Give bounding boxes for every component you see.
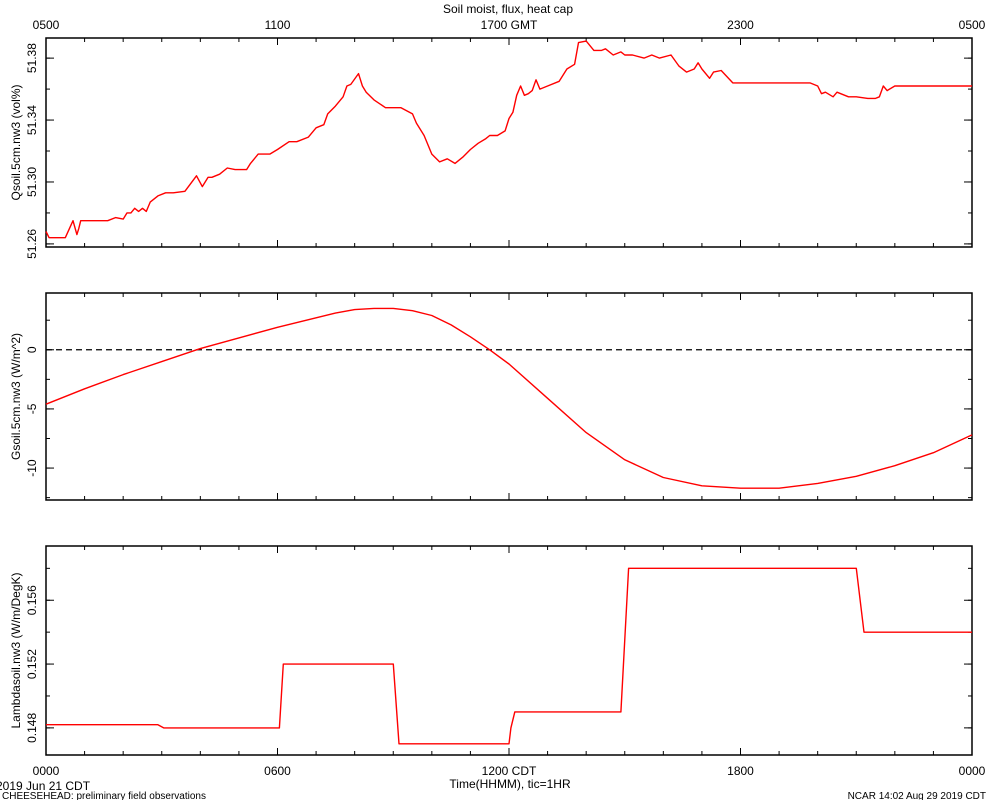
date-label: 2019 Jun 21 CDT: [0, 779, 91, 793]
y-tick-label: -10: [25, 459, 39, 477]
y-axis-label: Qsoil.5cm.nw3 (vol%): [9, 84, 23, 200]
bottom-tick-label: 0000: [959, 764, 986, 778]
figure-title: Soil moist, flux, heat cap: [443, 2, 573, 16]
y-axis-label: Gsoil.5cm.nw3 (W/m^2): [9, 333, 23, 460]
top-time-axis: 0500 1100 1700 GMT 2300 0500: [33, 18, 986, 32]
y-tick-label: 0.148: [25, 713, 39, 743]
bottom-tick-label: 0000: [33, 764, 60, 778]
footer-right: NCAR 14:02 Aug 29 2019 CDT: [848, 791, 986, 800]
y-tick-label: 51.26: [25, 229, 39, 259]
bottom-tick-label: 0600: [264, 764, 291, 778]
plot-frame: [45, 37, 973, 248]
top-tick-label: 1100: [265, 18, 291, 32]
series-line: [45, 307, 973, 489]
y-tick-label: 0: [25, 346, 39, 353]
plot-frame: [45, 545, 973, 756]
footer-left: CHEESEHEAD: preliminary field observatio…: [2, 791, 206, 800]
y-tick-label: 51.38: [25, 43, 39, 73]
y-tick-label: 51.34: [25, 105, 39, 135]
bottom-tick-label: 1200 CDT: [482, 764, 537, 778]
top-tick-label: 0500: [33, 18, 60, 32]
plot-frame: [45, 292, 973, 501]
y-tick-label: -5: [25, 403, 39, 414]
series-line: [45, 40, 972, 239]
bottom-time-axis: 0000 0600 1200 CDT 1800 0000: [33, 764, 986, 778]
x-axis-label: Time(HHMM), tic=1HR: [449, 777, 571, 791]
y-tick-label: 51.30: [25, 167, 39, 197]
y-tick-label: 0.156: [25, 585, 39, 615]
top-tick-label: 2300: [727, 18, 754, 32]
top-tick-label: 0500: [959, 18, 986, 32]
bottom-tick-label: 1800: [727, 764, 754, 778]
y-tick-label: 0.152: [25, 649, 39, 679]
y-axis-label: Lambdasoil.nw3 (W/m/DegK): [9, 572, 23, 728]
top-tick-label: 1700 GMT: [481, 18, 538, 32]
series-line: [46, 567, 972, 745]
